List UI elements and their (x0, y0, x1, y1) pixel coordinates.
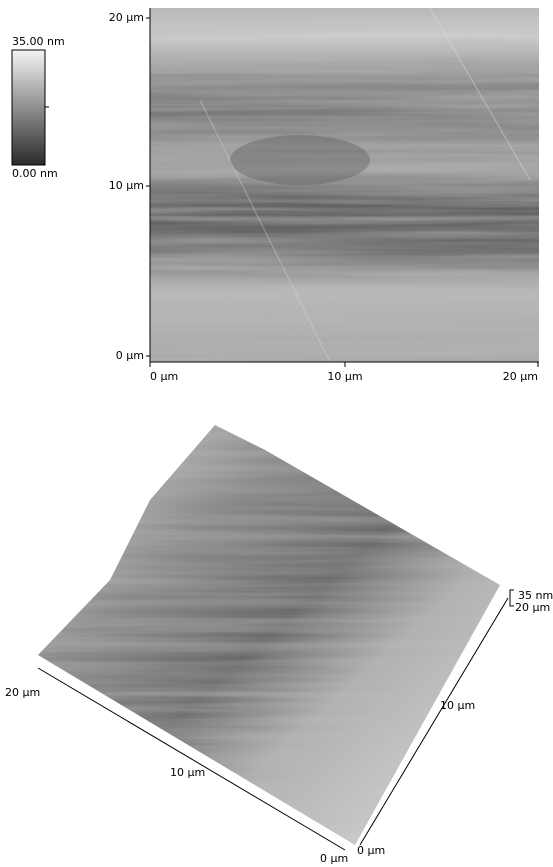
dark-region (230, 135, 370, 185)
color-bar (12, 50, 45, 165)
z-scale (510, 590, 514, 606)
y-tick-label: 10 µm (109, 179, 144, 192)
afm-figure: 35.00 nm 0.00 nm 20 µm 10 µm 0 µm 0 µm 1… (0, 0, 553, 867)
right-axis-label: 20 µm (515, 601, 550, 614)
left-axis-label: 10 µm (170, 766, 205, 779)
y-tick-label: 20 µm (109, 11, 144, 24)
height-map (150, 8, 539, 362)
body: 35.00 nm 0.00 nm 20 µm 10 µm 0 µm 0 µm 1… (0, 0, 553, 867)
left-axis-label: 0 µm (320, 852, 348, 865)
right-axis-label: 10 µm (440, 699, 475, 712)
page: AFM topography {"color_scale": {"max": "… (0, 0, 553, 867)
x-tick-label: 20 µm (503, 370, 538, 383)
right-axis-label: 0 µm (357, 844, 385, 857)
left-axis-label: 20 µm (5, 686, 40, 699)
x-tick-label: 0 µm (150, 370, 178, 383)
surface-texture (38, 425, 500, 845)
color-scale-min: 0.00 nm (12, 167, 58, 180)
surface-3d (38, 425, 500, 845)
height-map-texture (150, 8, 539, 362)
color-scale-max: 35.00 nm (12, 35, 65, 48)
y-tick-label: 0 µm (116, 349, 144, 362)
x-tick-label: 10 µm (327, 370, 362, 383)
